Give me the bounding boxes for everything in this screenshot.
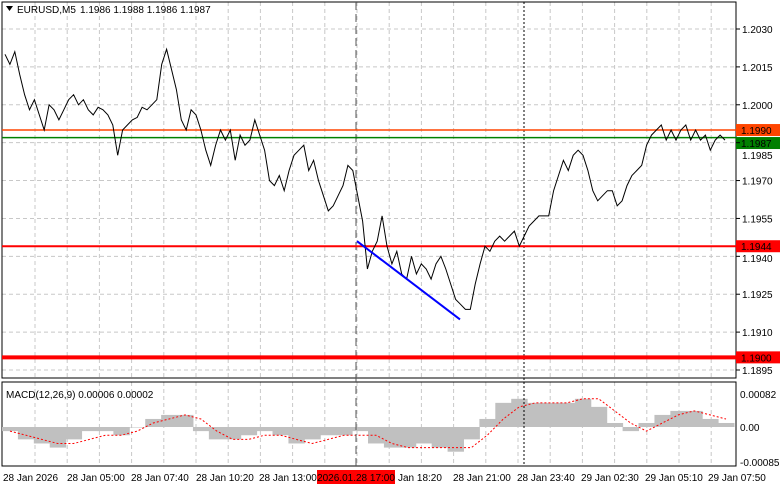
macd-bar [208, 427, 226, 440]
macd-bar [113, 427, 130, 436]
symbol-label: EURUSD,M5 [17, 5, 76, 16]
time-label: 29 Jan 05:10 [645, 473, 703, 484]
macd-bar [479, 418, 496, 427]
macd-bar [320, 427, 337, 436]
macd-bar [622, 427, 640, 432]
macd-bar [272, 427, 289, 436]
macd-bar [543, 402, 560, 427]
time-label: 28 Jan 07:40 [131, 473, 189, 484]
macd-tick-label: 0.00 [740, 423, 760, 434]
macd-bar [463, 427, 480, 440]
macd-bar [17, 427, 35, 440]
level-badge [736, 137, 780, 150]
macd-signal-line [9, 398, 727, 449]
macd-bar [97, 427, 114, 432]
macd-bar [527, 402, 544, 427]
macd-bar [702, 418, 719, 427]
price-tick-label: 1.1940 [742, 254, 773, 265]
macd-bar [177, 414, 194, 427]
price-line [4, 47, 726, 310]
levels: 1.1990 1.1987 1.1944 1.1900 [2, 124, 780, 364]
time-label: 29 Jan 02:30 [581, 473, 639, 484]
triangle-down-icon[interactable] [6, 6, 13, 11]
trendline[interactable] [356, 240, 461, 321]
price-tick-label: 1.1925 [742, 290, 773, 301]
macd-bar [718, 422, 735, 427]
price-tick-label: 1.2015 [742, 63, 773, 74]
time-label: 28 Jan 13:00 [259, 473, 317, 484]
level-badge [736, 124, 780, 137]
macd-panel [2, 398, 735, 452]
grid [2, 2, 736, 466]
time-label: 28 Jan 10:20 [196, 473, 254, 484]
price-tick-label: 1.2000 [742, 101, 773, 112]
price-tick-label: 1.1910 [742, 328, 773, 339]
macd-frame [1, 381, 737, 467]
macd-bar [606, 422, 624, 427]
macd-bar [447, 427, 464, 452]
price-tick-label: 1.2030 [742, 25, 773, 36]
level-label: 1.1987 [741, 139, 772, 150]
macd-bar [352, 427, 369, 432]
macd-bar [638, 422, 655, 427]
price-tick-label: 1.1895 [742, 366, 773, 377]
macd-bar [511, 398, 528, 427]
time-label: Jan 18:20 [398, 473, 442, 484]
macd-tick-label: -0.00085 [740, 458, 780, 469]
macd-bar [161, 414, 178, 427]
macd-bar [431, 427, 449, 448]
price-axis: 1.2030 1.2015 1.2000 1.1985 1.1970 1.1955 1.19… [736, 25, 780, 469]
macd-bar [686, 410, 703, 427]
time-axis: 28 Jan 2026 28 Jan 05:00 28 Jan 07:40 28 Ja… [3, 470, 766, 484]
time-label: 28 Jan 05:00 [67, 473, 125, 484]
level-badge [736, 351, 780, 364]
price-tick-label: 1.1985 [742, 151, 773, 162]
level-label: 1.1900 [741, 353, 772, 364]
macd-bar [574, 398, 592, 427]
main-frame [1, 1, 737, 379]
macd-label: MACD(12,26,9) 0.00006 0.00002 [6, 390, 154, 401]
macd-bar [654, 414, 671, 427]
macd-bar [399, 427, 417, 448]
macd-bar [224, 427, 242, 440]
macd-bar [415, 427, 433, 444]
macd-bar [495, 402, 512, 427]
macd-bar [256, 427, 274, 432]
time-label: 28 Jan 21:00 [453, 473, 511, 484]
macd-bar [590, 406, 608, 427]
macd-bar [2, 427, 19, 432]
macd-bar [49, 427, 67, 448]
macd-bar [558, 402, 576, 427]
level-badge [736, 240, 780, 253]
macd-bar [129, 427, 146, 428]
macd-bar [81, 427, 98, 432]
macd-bar [670, 410, 687, 427]
macd-bar [240, 427, 258, 436]
time-label: 28 Jan 23:40 [517, 473, 575, 484]
macd-bar [288, 427, 305, 444]
macd-tick-label: 0.00082 [740, 390, 777, 401]
macd-bar [65, 427, 83, 440]
macd-bar [192, 427, 210, 432]
price-tick-label: 1.1955 [742, 214, 773, 225]
time-label-highlight: 2026.01.28 17:00 [317, 473, 395, 484]
macd-bar [336, 427, 353, 436]
level-label: 1.1990 [741, 126, 772, 137]
level-label: 1.1944 [741, 242, 772, 253]
ohlc-values: 1.1986 1.1988 1.1986 1.1987 [80, 5, 211, 16]
time-label: 28 Jan 2026 [3, 473, 58, 484]
macd-bar [304, 427, 321, 440]
time-label: 29 Jan 07:50 [708, 473, 766, 484]
price-tick-label: 1.1970 [742, 177, 773, 188]
time-highlight [317, 470, 395, 484]
macd-bar [33, 427, 51, 444]
macd-bar [383, 427, 401, 448]
